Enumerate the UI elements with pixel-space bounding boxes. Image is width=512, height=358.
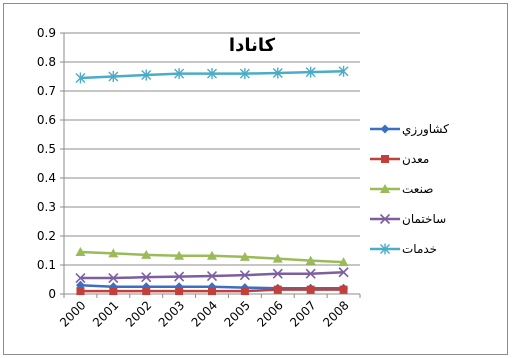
data-point xyxy=(76,287,85,296)
series-2 xyxy=(75,246,349,267)
x-tick-label: 2008 xyxy=(320,298,351,329)
y-tick-label: 0.3 xyxy=(37,200,56,214)
data-point xyxy=(338,267,349,278)
legend-label: معدن xyxy=(402,152,429,166)
data-point xyxy=(272,67,283,79)
data-point xyxy=(174,271,185,282)
data-point xyxy=(207,68,217,80)
data-point xyxy=(207,250,217,260)
data-point xyxy=(273,285,282,294)
series-4 xyxy=(75,65,349,84)
x-tick-label: 2002 xyxy=(123,298,154,329)
y-tick-label: 0.4 xyxy=(37,171,56,185)
y-tick-label: 0 xyxy=(48,287,56,301)
x-tick-label: 2007 xyxy=(287,298,318,329)
data-point xyxy=(174,68,185,80)
y-tick-label: 0.5 xyxy=(37,142,56,156)
data-point xyxy=(208,287,216,296)
data-point xyxy=(108,272,119,284)
data-point xyxy=(305,255,316,265)
legend-label: صنعت xyxy=(402,182,433,196)
data-point xyxy=(141,249,152,259)
data-point xyxy=(75,72,86,84)
data-point xyxy=(109,287,118,296)
legend-swatch-marker xyxy=(381,155,389,163)
data-point xyxy=(141,69,152,81)
legend-swatch-marker xyxy=(380,243,390,255)
data-point xyxy=(75,272,86,284)
y-tick-label: 0.2 xyxy=(37,229,56,243)
data-point xyxy=(174,250,185,260)
legend-item: كشاورزي xyxy=(370,122,449,137)
data-point xyxy=(338,65,349,77)
x-tick-label: 2004 xyxy=(189,298,220,329)
data-point xyxy=(338,257,349,267)
data-point xyxy=(339,285,348,294)
legend-item: خدمات xyxy=(370,242,437,256)
data-point xyxy=(206,270,218,282)
y-tick-label: 0.9 xyxy=(37,26,56,40)
series-lines xyxy=(75,65,349,296)
data-point xyxy=(305,66,316,78)
y-tick-label: 0.8 xyxy=(37,55,56,69)
legend-item: صنعت xyxy=(370,182,433,196)
data-point xyxy=(239,251,250,261)
series-3 xyxy=(75,267,349,284)
legend-label: خدمات xyxy=(402,242,437,256)
y-tick-label: 0.7 xyxy=(37,84,56,98)
y-tick-label: 0.6 xyxy=(37,113,56,127)
data-point xyxy=(108,248,119,258)
data-point xyxy=(272,253,283,263)
data-point xyxy=(305,268,316,279)
data-point xyxy=(239,68,250,80)
legend-swatch-marker xyxy=(380,124,390,134)
series-1 xyxy=(76,285,348,296)
x-tick-label: 2001 xyxy=(90,298,121,329)
legend-item: ساختمان xyxy=(370,212,446,226)
data-point xyxy=(175,287,184,296)
x-tick-label: 2000 xyxy=(57,298,88,329)
x-tick-label: 2006 xyxy=(254,298,285,329)
legend-label: كشاورزي xyxy=(402,122,449,137)
data-point xyxy=(141,272,152,283)
y-axis-ticks: 0 0.1 0.2 0.3 0.4 0.5 0.6 0.7 0.8 0.9 xyxy=(37,26,64,301)
data-point xyxy=(272,268,283,279)
data-point xyxy=(239,270,250,281)
legend-item: معدن xyxy=(370,152,429,166)
y-tick-label: 0.1 xyxy=(37,258,56,272)
chart-title: کانادا xyxy=(229,35,276,56)
data-point xyxy=(108,71,119,82)
x-tick-label: 2005 xyxy=(222,298,253,329)
legend-swatch-marker xyxy=(380,184,390,193)
legend: كشاورزي معدن صنعت ساختمان خدمات xyxy=(370,122,449,256)
data-point xyxy=(75,246,86,256)
data-point xyxy=(142,287,151,296)
data-point xyxy=(306,285,315,294)
legend-label: ساختمان xyxy=(402,212,446,226)
data-point xyxy=(240,287,249,296)
legend-swatch-marker xyxy=(379,213,391,225)
x-tick-label: 2003 xyxy=(156,298,187,329)
x-axis-ticks: 2000 2001 2002 2003 2004 2005 2006 2007 2008 xyxy=(57,294,361,330)
